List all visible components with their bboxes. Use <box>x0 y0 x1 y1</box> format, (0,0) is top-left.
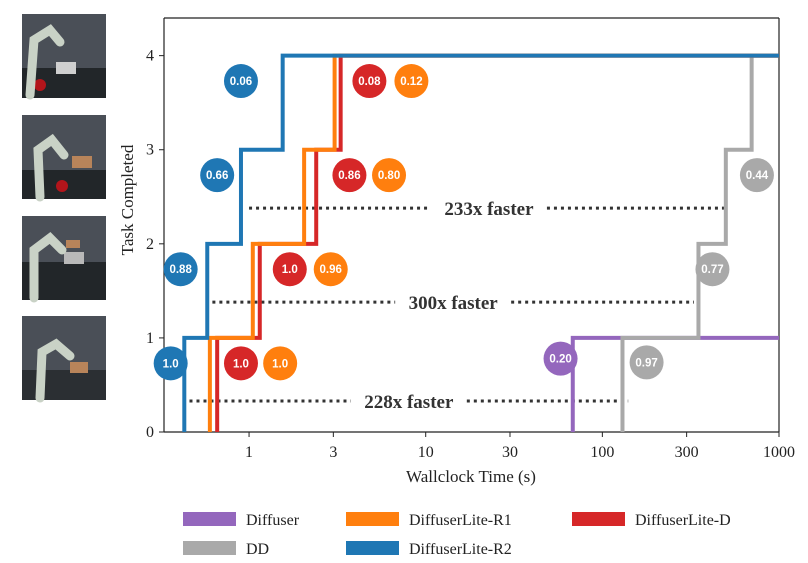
series-line-diffuser <box>570 335 779 432</box>
badge-label: 0.86 <box>338 170 360 182</box>
y-tick-label: 2 <box>146 236 154 253</box>
badge-circle <box>153 346 188 381</box>
task-thumbnail-2 <box>22 115 106 202</box>
series-line-dd <box>620 53 779 432</box>
legend-swatch <box>183 541 236 555</box>
x-tick-label: 3 <box>329 444 337 461</box>
task-thumbnail-4 <box>22 316 106 403</box>
annotation-label: 228x faster <box>364 392 454 413</box>
series-lines <box>182 53 779 432</box>
badge-label: 0.80 <box>378 170 400 182</box>
y-tick-label: 3 <box>146 142 154 159</box>
series-line-diffuserlite-r1 <box>207 53 779 432</box>
badge-label: 0.97 <box>635 357 657 369</box>
badge-circle <box>313 252 348 287</box>
y-axis-label: Task Completed <box>118 144 137 255</box>
legend-swatch <box>183 512 236 526</box>
x-tick-label: 1 <box>245 444 253 461</box>
badge-label: 0.66 <box>206 170 228 182</box>
x-tick-label: 100 <box>590 444 614 461</box>
legend-swatch <box>572 512 625 526</box>
badge-circle <box>163 252 198 287</box>
y-tick-label: 4 <box>146 48 154 65</box>
legend-swatch <box>346 512 399 526</box>
badge-label: 0.77 <box>701 264 723 276</box>
task-thumbnail-3 <box>22 216 106 303</box>
badge-circle <box>200 158 235 193</box>
badge-label: 1.0 <box>282 264 298 276</box>
badge-label: 1.0 <box>272 358 288 370</box>
y-tick-label: 0 <box>146 424 154 441</box>
badge-label: 1.0 <box>233 358 249 370</box>
legend: Diffuser DiffuserLite-R1 DiffuserLite-D DD D… <box>183 512 731 558</box>
annotation-label: 300x faster <box>409 293 499 314</box>
x-tick-label: 30 <box>502 444 518 461</box>
x-axis-label: Wallclock Time (s) <box>406 467 536 486</box>
task-thumbnail-1 <box>22 14 106 100</box>
success-rate-badges: 0.20 0.97 0.77 0.44 1.0 1.0 0.86 0.08 1.0 0.96 0.8… <box>153 64 774 381</box>
badge-label: 1.0 <box>163 358 179 370</box>
badge-circle <box>263 346 298 381</box>
badge-circle <box>629 345 664 380</box>
x-tick-label: 1000 <box>763 444 795 461</box>
badge-label: 0.06 <box>230 76 252 88</box>
x-tick-label: 10 <box>418 444 434 461</box>
legend-label: DiffuserLite-R2 <box>409 541 512 558</box>
badge-circle <box>332 158 367 193</box>
badge-circle <box>352 64 387 99</box>
legend-label: DiffuserLite-R1 <box>409 512 512 529</box>
badge-circle <box>739 158 774 193</box>
badge-label: 0.96 <box>320 264 342 276</box>
badge-circle <box>223 64 258 99</box>
badge-label: 0.88 <box>169 264 192 276</box>
badge-circle <box>543 341 578 376</box>
badge-circle <box>394 64 429 99</box>
task-thumbnails <box>22 14 106 403</box>
series-line-diffuserlite-r2 <box>182 53 779 432</box>
y-tick-label: 1 <box>146 330 154 347</box>
badge-label: 0.44 <box>746 170 769 182</box>
badge-label: 0.20 <box>549 354 571 366</box>
badge-circle <box>372 158 407 193</box>
badge-circle <box>695 252 730 287</box>
badge-label: 0.12 <box>400 76 422 88</box>
legend-label: DD <box>246 541 269 558</box>
badge-circle <box>272 252 307 287</box>
annotation-label: 233x faster <box>444 199 534 220</box>
legend-swatch <box>346 541 399 555</box>
badge-circle <box>223 346 258 381</box>
x-tick-label: 300 <box>675 444 699 461</box>
legend-label: DiffuserLite-D <box>635 512 731 529</box>
speedup-annotations: 233x faster 300x faster 228x faster <box>189 199 729 413</box>
legend-label: Diffuser <box>246 512 300 529</box>
badge-label: 0.08 <box>358 76 381 88</box>
